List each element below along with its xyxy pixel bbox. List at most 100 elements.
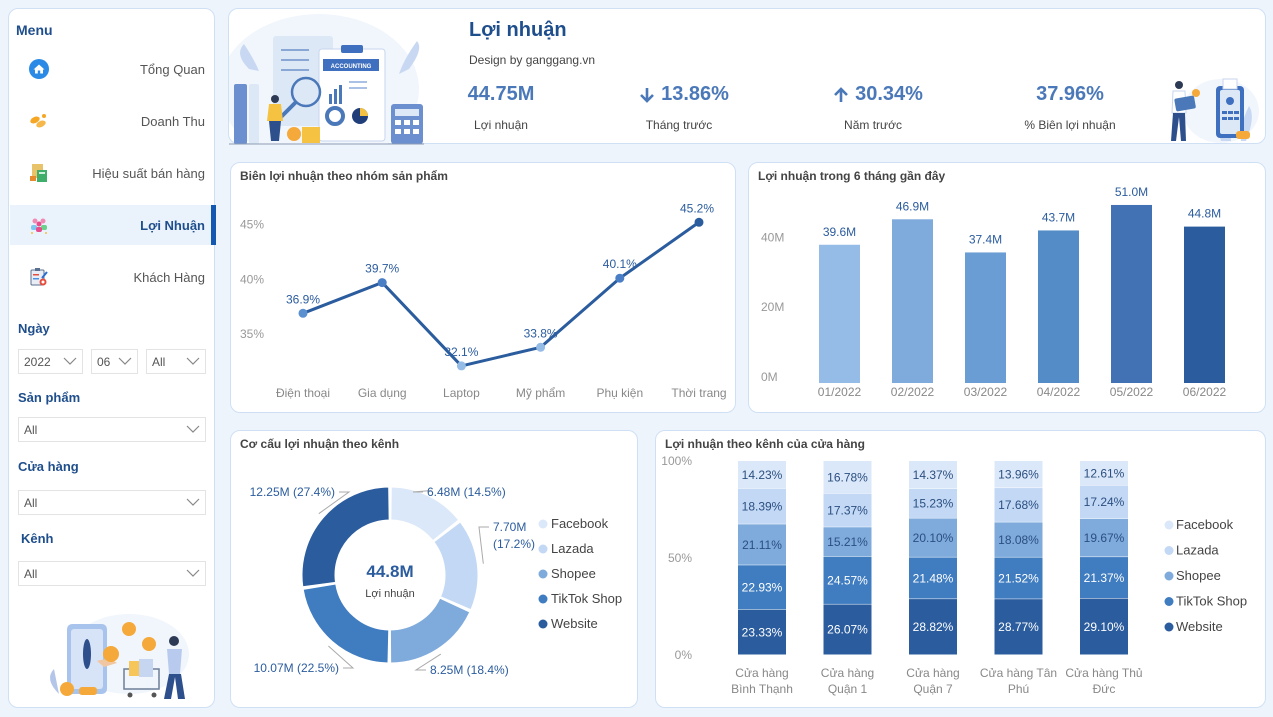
kpi-year-label: Năm trước bbox=[844, 118, 902, 132]
data-label: 26.07% bbox=[827, 623, 868, 637]
payment-illustration bbox=[1171, 78, 1259, 143]
nav-item-tong-quan[interactable]: Tổng Quan bbox=[10, 49, 215, 89]
donut-slice bbox=[389, 597, 471, 664]
nav-label: Hiệu suất bán hàng bbox=[92, 165, 205, 181]
year-select[interactable]: 2022 bbox=[18, 349, 83, 374]
bar bbox=[1038, 230, 1079, 383]
kpi-margin-label: % Biên lợi nhuận bbox=[1024, 118, 1116, 132]
bar bbox=[1184, 226, 1225, 383]
data-label: 6.48M (14.5%) bbox=[427, 485, 506, 499]
sidebar: Menu Tổng Quan Doanh Thu Hiệu suất bán h… bbox=[8, 8, 216, 708]
donut-slice bbox=[433, 521, 479, 611]
data-label: 29.10% bbox=[1084, 620, 1125, 634]
chevron-down-icon bbox=[63, 357, 77, 365]
y-tick-label: 40M bbox=[761, 230, 784, 244]
coins-icon bbox=[28, 110, 50, 132]
donut-center-label: Lợi nhuận bbox=[365, 588, 414, 600]
bar bbox=[1111, 204, 1152, 383]
store-channel-profit-card: Lợi nhuận theo kênh của cửa hàng 0% 50% 10… bbox=[655, 430, 1266, 708]
channel-value: All bbox=[24, 566, 38, 581]
y-tick-label: 40% bbox=[240, 272, 264, 286]
year-value: 2022 bbox=[24, 354, 51, 369]
legend-marker bbox=[538, 544, 548, 554]
filter-label-product: Sản phẩm bbox=[18, 390, 81, 405]
stack-segment bbox=[994, 599, 1043, 655]
leader-line bbox=[414, 653, 442, 671]
data-label: 10.07M (22.5%) bbox=[254, 661, 339, 675]
nav-item-loi-nhuan[interactable]: Lợi Nhuận bbox=[10, 205, 216, 245]
donut-slice bbox=[390, 486, 460, 542]
data-label: 40.1% bbox=[603, 257, 637, 271]
nav-label: Doanh Thu bbox=[140, 113, 205, 129]
store-value: All bbox=[24, 495, 38, 510]
data-point bbox=[536, 342, 546, 352]
data-label: (17.2%) bbox=[493, 537, 535, 551]
kpi-margin-value: 37.96% bbox=[1036, 83, 1104, 105]
data-label: 33.8% bbox=[524, 326, 558, 340]
chevron-down-icon bbox=[186, 425, 200, 433]
x-tick-label: 04/2022 bbox=[1037, 385, 1081, 399]
data-label: 21.52% bbox=[998, 571, 1039, 585]
stack-segment bbox=[738, 609, 786, 655]
stack-segment bbox=[994, 522, 1043, 557]
nav-label: Khách Hàng bbox=[133, 269, 205, 285]
data-label: 20.10% bbox=[913, 531, 954, 545]
nav-label: Lợi Nhuận bbox=[140, 217, 205, 233]
chevron-down-icon bbox=[118, 357, 132, 365]
legend-label: Facebook bbox=[551, 516, 609, 531]
y-tick-label: 20M bbox=[761, 300, 784, 314]
home-icon bbox=[28, 58, 50, 80]
accounting-text: ACCOUNTING bbox=[331, 64, 372, 70]
legend-label: TikTok Shop bbox=[1176, 594, 1247, 609]
data-label: 22.93% bbox=[742, 580, 783, 594]
chevron-down-icon bbox=[186, 498, 200, 506]
nav-item-khach-hang[interactable]: Khách Hàng bbox=[10, 257, 215, 297]
stack-segment bbox=[909, 599, 957, 655]
x-tick-label: Cửa hàng bbox=[735, 666, 788, 680]
legend-marker bbox=[538, 594, 548, 604]
chevron-down-icon bbox=[186, 357, 200, 365]
data-label: 18.39% bbox=[742, 499, 783, 513]
donut-chart: 6.48M (14.5%) 7.70M (17.2%) 8.25M (18.4%) 10… bbox=[250, 485, 622, 677]
line-series bbox=[302, 221, 700, 368]
x-tick-label: Phụ kiện bbox=[596, 386, 643, 400]
stack-segment bbox=[1080, 485, 1128, 519]
shopping-illustration bbox=[50, 614, 189, 699]
nav-item-hieu-suat[interactable]: Hiệu suất bán hàng bbox=[10, 153, 215, 193]
data-label: 8.25M (18.4%) bbox=[430, 663, 509, 677]
bar bbox=[965, 252, 1006, 383]
stack-segment bbox=[909, 461, 957, 489]
data-label: 39.7% bbox=[365, 262, 399, 276]
data-label: 24.57% bbox=[827, 574, 868, 588]
channel-select[interactable]: All bbox=[18, 561, 206, 586]
x-tick-label: Phú bbox=[1008, 682, 1029, 696]
data-label: 21.11% bbox=[742, 538, 782, 552]
data-label: 44.8M bbox=[1188, 207, 1221, 221]
stack-segment bbox=[909, 488, 957, 518]
month-select[interactable]: 06 bbox=[91, 349, 138, 374]
chart-title: Lợi nhuận theo kênh của cửa hàng bbox=[665, 437, 865, 451]
product-select[interactable]: All bbox=[18, 417, 206, 442]
line-chart: 35% 40% 45% 36.9% Điện thoại 39.7% Gia dụng 32.… bbox=[240, 201, 727, 400]
stack-segment bbox=[994, 557, 1043, 599]
accounting-illustration: ACCOUNTING bbox=[229, 14, 424, 145]
legend-label: Website bbox=[1176, 619, 1223, 634]
product-value: All bbox=[24, 422, 38, 437]
store-select[interactable]: All bbox=[18, 490, 206, 515]
x-tick-label: Bình Thạnh bbox=[731, 682, 793, 696]
month-value: 06 bbox=[97, 354, 111, 369]
x-tick-label: 03/2022 bbox=[964, 385, 1008, 399]
stack-segment bbox=[823, 493, 872, 527]
header-panel: ACCOUNTING Lợi nhuận Design by ganggang.… bbox=[228, 8, 1266, 145]
data-label: 45.2% bbox=[680, 201, 714, 215]
page-title: Lợi nhuận bbox=[469, 19, 567, 41]
legend-marker bbox=[1164, 546, 1174, 555]
stack-segment bbox=[738, 461, 786, 489]
x-tick-label: Điện thoại bbox=[276, 386, 330, 400]
stack-segment bbox=[738, 488, 786, 524]
kpi-profit-value: 44.75M bbox=[467, 83, 535, 105]
data-label: 51.0M bbox=[1115, 185, 1148, 199]
nav-item-doanh-thu[interactable]: Doanh Thu bbox=[10, 101, 215, 141]
x-tick-label: Thời trang bbox=[671, 386, 726, 400]
day-select[interactable]: All bbox=[146, 349, 206, 374]
